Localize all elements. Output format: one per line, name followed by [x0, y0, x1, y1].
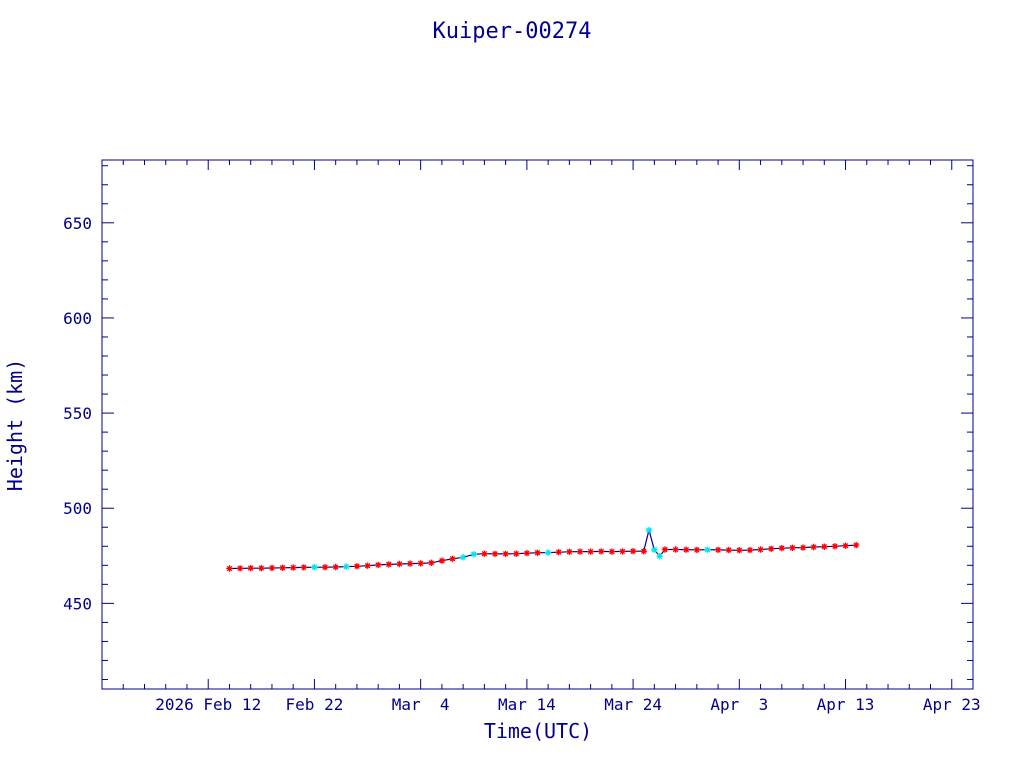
data-point	[842, 542, 849, 549]
data-point	[757, 546, 764, 553]
data-point	[746, 546, 754, 554]
data-point	[736, 547, 743, 554]
data-point	[640, 548, 647, 555]
series-layer	[226, 526, 860, 572]
data-point	[555, 549, 562, 556]
y-tick-label: 600	[63, 309, 92, 328]
data-point	[704, 546, 711, 553]
data-point	[406, 560, 414, 567]
chart-title: Kuiper-00274	[433, 19, 592, 44]
data-point	[513, 550, 520, 557]
data-point	[279, 564, 286, 571]
data-point	[831, 543, 839, 550]
data-point	[353, 563, 361, 570]
data-point	[491, 550, 499, 558]
data-point	[656, 553, 663, 560]
axis-ticks	[101, 160, 974, 689]
y-tick-label: 550	[63, 404, 92, 423]
x-tick-label: Apr 3	[710, 695, 768, 714]
data-point	[385, 561, 392, 568]
data-point	[789, 544, 796, 551]
data-point	[608, 548, 616, 555]
data-point	[290, 564, 297, 571]
y-tick-label: 450	[63, 594, 92, 613]
data-point	[598, 548, 605, 555]
data-point	[619, 548, 626, 555]
axis-tick-labels: 2026 Feb 12 Feb 22 Mar 4 Mar 14 Mar 24 Apr 3 A…	[63, 214, 981, 714]
data-point	[799, 544, 807, 551]
data-point	[544, 549, 552, 556]
x-tick-label: Mar 14	[498, 695, 556, 714]
data-point	[343, 563, 350, 570]
data-point	[810, 543, 817, 551]
data-point	[502, 550, 509, 558]
x-tick-label: Apr 23	[923, 695, 981, 714]
data-point	[566, 548, 573, 555]
data-point	[396, 560, 403, 568]
data-point	[587, 548, 594, 555]
data-point	[853, 541, 860, 549]
y-axis-title: Height (km)	[3, 359, 27, 491]
data-point	[449, 555, 456, 562]
data-point	[364, 562, 371, 569]
data-point	[236, 565, 244, 572]
x-tick-label: Apr 13	[817, 695, 875, 714]
data-point	[523, 549, 531, 557]
data-point	[768, 545, 775, 552]
data-point	[258, 565, 265, 572]
data-point	[672, 546, 679, 553]
data-point	[438, 557, 446, 564]
data-point	[300, 564, 307, 571]
x-tick-label: Mar 24	[604, 695, 662, 714]
data-point	[417, 560, 424, 567]
x-tick-label: Feb 22	[286, 695, 344, 714]
data-point	[821, 543, 828, 550]
data-point	[534, 549, 541, 556]
plot-frame	[101, 159, 974, 690]
data-point	[428, 559, 435, 566]
y-tick-label: 500	[63, 499, 92, 518]
data-point	[470, 551, 477, 558]
data-point	[778, 545, 785, 552]
y-tick-label: 650	[63, 214, 92, 233]
data-point	[226, 565, 233, 572]
x-tick-label: 2026 Feb 12	[155, 695, 261, 714]
data-point	[693, 546, 700, 554]
data-point	[714, 546, 722, 554]
data-point	[725, 546, 732, 554]
data-point	[311, 564, 318, 571]
data-point	[651, 546, 658, 553]
data-point	[321, 564, 329, 571]
data-point	[683, 546, 690, 553]
data-point	[332, 563, 339, 571]
data-point	[375, 561, 382, 569]
data-point	[661, 546, 669, 553]
data-point	[481, 550, 488, 557]
data-point	[268, 564, 276, 572]
x-tick-label: Mar 4	[392, 695, 450, 714]
data-point	[629, 548, 637, 555]
x-axis-title: Time(UTC)	[484, 719, 592, 743]
data-point	[645, 526, 653, 534]
data-point	[576, 548, 584, 555]
data-point	[247, 565, 254, 572]
data-point	[459, 554, 467, 561]
